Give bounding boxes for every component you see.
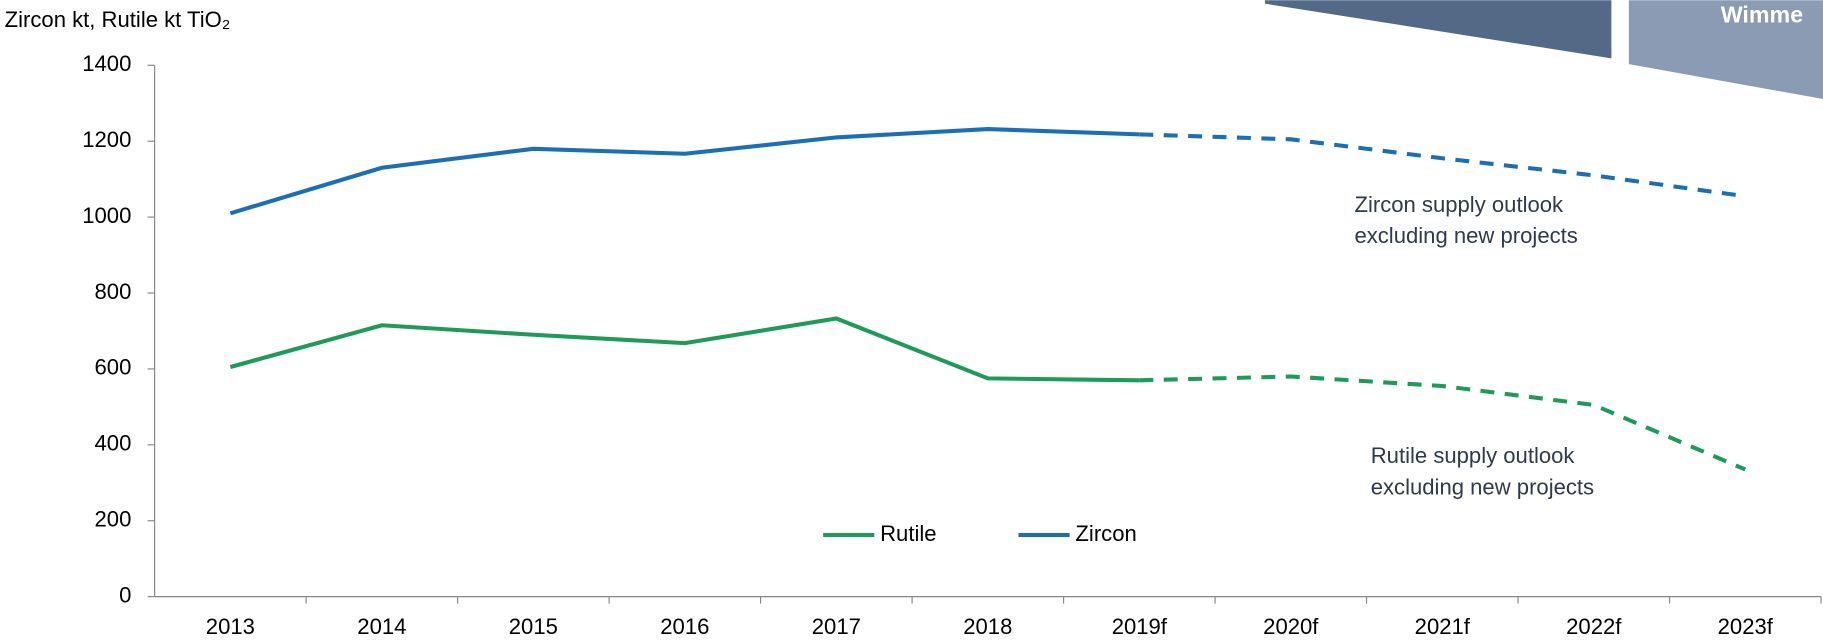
x-tick-label: 2020f	[1263, 614, 1319, 639]
x-tick-label: 2018	[963, 614, 1012, 639]
x-tick-label: 2016	[660, 614, 709, 639]
x-tick-label: 2014	[357, 614, 406, 639]
forecast-line	[1139, 374, 1747, 472]
x-tick-label: 2023f	[1718, 614, 1774, 639]
legend-label: Zircon	[1075, 521, 1136, 546]
y-tick-label: 1200	[82, 127, 131, 152]
x-tick-label: 2013	[206, 614, 255, 639]
line	[229, 316, 1140, 383]
y-tick-label: 200	[95, 507, 132, 532]
x-tick-label: 2021f	[1415, 614, 1471, 639]
y-tick-label: 800	[95, 279, 132, 304]
annotation: Zircon supply outlook	[1354, 192, 1564, 217]
y-tick-label: 400	[95, 431, 132, 456]
annotation: excluding new projects	[1354, 223, 1577, 248]
y-tick-label: 1400	[82, 51, 131, 76]
header-shape	[1628, 0, 1823, 100]
y-tick-label: 600	[95, 355, 132, 380]
x-tick-label: 2017	[812, 614, 861, 639]
y-axis-label: Zircon kt, Rutile kt TiO₂	[5, 7, 231, 32]
header-text: Wimme	[1721, 2, 1804, 28]
annotation: Rutile supply outlook	[1371, 443, 1576, 468]
forecast-line	[1139, 132, 1746, 199]
x-tick-label: 2015	[509, 614, 558, 639]
y-tick-label: 1000	[82, 203, 131, 228]
x-tick-label: 2019f	[1112, 614, 1168, 639]
header-shape	[1264, 0, 1612, 59]
x-tick-label: 2022f	[1566, 614, 1622, 639]
y-tick-label: 0	[119, 582, 131, 607]
annotation: excluding new projects	[1371, 474, 1594, 499]
legend-label: Rutile	[880, 521, 936, 546]
line	[229, 127, 1140, 216]
